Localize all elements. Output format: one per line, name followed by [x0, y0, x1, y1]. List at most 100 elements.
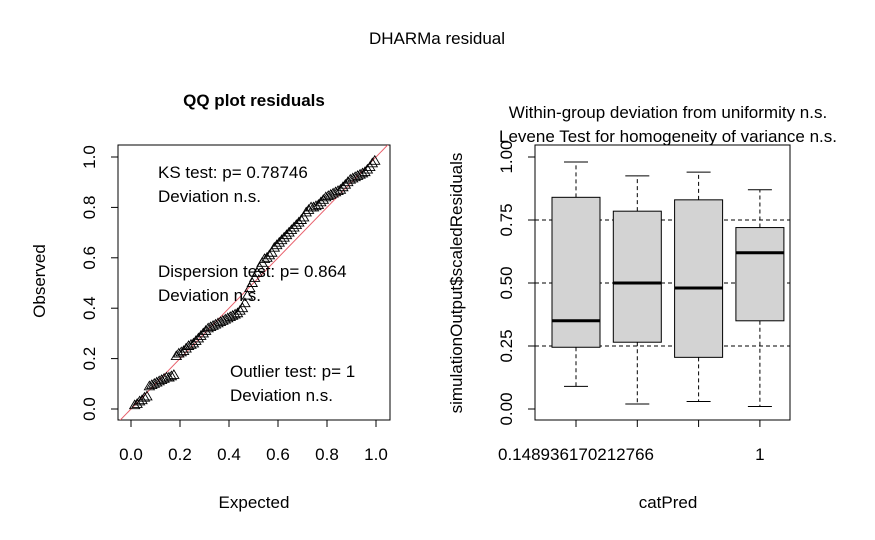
qq-x-tick-label: 0.4: [217, 445, 241, 464]
boxplot-subtitle: Levene Test for homogeneity of variance …: [499, 127, 837, 146]
qq-point: [187, 337, 200, 348]
qq-point: [236, 302, 249, 313]
qq-point: [280, 229, 293, 240]
qq-point: [244, 282, 256, 292]
qq-x-axis-label: Expected: [219, 493, 290, 512]
boxplot-boxes: [551, 161, 785, 407]
qq-x-axis: 0.0 0.2 0.4 0.6 0.8 1.0: [119, 419, 388, 464]
qq-point: [293, 216, 305, 227]
qq-point: [175, 346, 188, 357]
qq-point: [231, 307, 244, 318]
qq-point: [368, 154, 381, 165]
qq-point: [307, 201, 320, 212]
qq-y-tick-label: 0.8: [80, 196, 99, 220]
qq-point: [270, 239, 283, 250]
qq-point: [266, 246, 278, 257]
qq-point: [310, 200, 322, 211]
dispersion-test-annotation: Dispersion test: p= 0.864 Deviation n.s.: [158, 262, 351, 305]
qq-point: [185, 338, 197, 349]
boxplot-y-axis-label: simulationOutput$scaledResiduals: [447, 153, 466, 414]
qq-point: [334, 183, 347, 194]
qq-y-tick-label: 0.4: [80, 296, 99, 320]
qq-point: [141, 390, 153, 401]
qq-point: [165, 370, 178, 381]
qq-point: [354, 168, 366, 179]
qq-point: [288, 221, 300, 232]
qq-point: [158, 372, 170, 383]
boxplot-x-axis: 0.148936170212766 1: [498, 419, 765, 464]
boxplot-x-tick-label: 1: [755, 445, 764, 464]
qq-point: [131, 398, 143, 408]
qq-y-tick-label: 0.2: [80, 347, 99, 371]
qq-y-tick-label: 0.6: [80, 246, 99, 270]
box-iqr: [612, 210, 662, 343]
qq-point: [273, 236, 286, 247]
box-iqr: [674, 199, 724, 358]
qq-point: [268, 241, 281, 252]
qq-point: [248, 272, 261, 282]
qq-point: [317, 193, 330, 204]
qq-point: [297, 211, 310, 222]
qq-point: [199, 324, 212, 335]
qq-point: [361, 163, 374, 174]
qq-point: [195, 330, 207, 340]
qq-y-axis: 0.0 0.2 0.4 0.6 0.8 1.0: [80, 145, 119, 421]
boxplot-y-tick-label: 0.75: [497, 203, 516, 236]
qq-point: [251, 267, 263, 277]
qq-point: [312, 198, 325, 209]
qq-point: [356, 167, 369, 178]
qq-point: [300, 206, 312, 217]
boxplot-title: Within-group deviation from uniformity n…: [509, 103, 827, 122]
qq-x-tick-label: 0.2: [168, 445, 192, 464]
qq-x-tick-label: 0.8: [315, 445, 339, 464]
dispersion-test-deviation: Deviation n.s.: [158, 286, 261, 305]
qq-plot-title: QQ plot residuals: [183, 91, 325, 110]
qq-plot-panel: QQ plot residuals 0.0 0.2 0.4 0.6 0.8 1.0 0.0…: [30, 91, 391, 512]
qq-x-tick-label: 0.6: [266, 445, 290, 464]
qq-y-tick-label: 1.0: [80, 145, 99, 169]
qq-point: [128, 399, 141, 410]
qq-point: [337, 181, 349, 192]
qq-x-tick-label: 1.0: [364, 445, 388, 464]
qq-point: [192, 332, 205, 343]
qq-y-tick-label: 0.0: [80, 397, 99, 421]
qq-point: [332, 185, 344, 195]
qq-point: [329, 186, 342, 197]
qq-point: [168, 369, 180, 379]
qq-point: [239, 297, 251, 308]
qq-point: [177, 345, 190, 355]
qq-plot-area: [119, 145, 389, 420]
qq-point: [285, 224, 298, 235]
qq-point: [226, 309, 239, 320]
qq-point: [359, 166, 371, 177]
dispersion-test-line: Dispersion test: p= 0.864: [158, 262, 347, 281]
ks-test-annotation: KS test: p= 0.78746 Deviation n.s.: [158, 163, 313, 206]
qq-point: [278, 231, 290, 242]
qq-point: [315, 196, 327, 207]
boxplot-panel: Within-group deviation from uniformity n…: [447, 103, 837, 512]
box-iqr: [551, 196, 601, 348]
qq-point: [138, 391, 151, 402]
qq-point: [163, 371, 175, 382]
qq-x-tick-label: 0.0: [119, 445, 143, 464]
qq-point: [170, 350, 183, 361]
qq-point: [190, 335, 202, 345]
qq-point: [182, 340, 195, 350]
boxplot-x-tick-label: 0.148936170212766: [498, 445, 654, 464]
qq-point: [241, 289, 254, 300]
boxplot-y-tick-label: 1.00: [497, 140, 516, 173]
qq-point: [133, 395, 146, 406]
qq-point: [295, 214, 308, 224]
qq-point: [155, 374, 168, 384]
qq-point: [261, 251, 273, 262]
qq-point: [229, 308, 241, 319]
qq-point: [246, 277, 259, 287]
qq-point: [172, 347, 185, 358]
qq-point: [283, 226, 295, 237]
ks-test-deviation: Deviation n.s.: [158, 187, 261, 206]
qq-point: [253, 261, 266, 272]
boxplot-y-tick-label: 0.25: [497, 329, 516, 362]
qq-point: [234, 304, 246, 315]
qq-y-axis-label: Observed: [30, 244, 49, 318]
